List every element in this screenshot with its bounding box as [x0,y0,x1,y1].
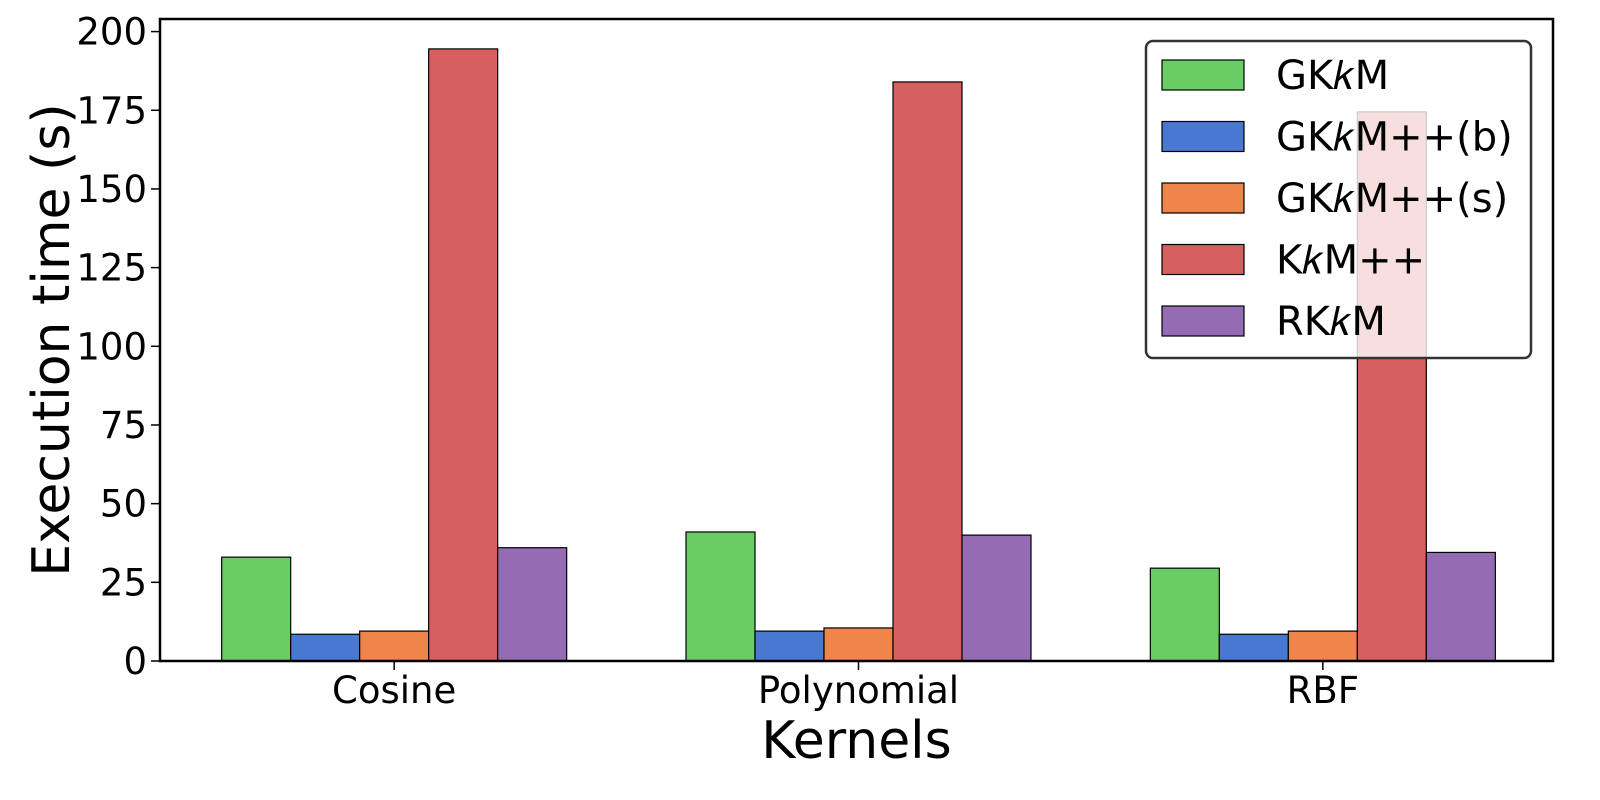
bar-cosine-series-4 [428,48,499,662]
y-tick-label: 75 [100,404,147,447]
y-tick-label: 125 [76,247,147,290]
bar-rbf-series-1 [1149,567,1220,662]
bar-cosine-series-2 [290,633,361,662]
bar-polynomial-series-3 [823,627,894,662]
bar-rbf-series-5 [1425,551,1496,662]
y-axis-title: Execution time (s) [22,103,82,576]
y-tick-label: 100 [76,325,147,368]
legend-label-3: GK𝑘M++(s) [1276,176,1508,222]
legend-label-5: RK𝑘M [1276,299,1386,345]
plot-area-frame [158,17,1555,663]
bar-cosine-series-3 [359,630,430,662]
legend-box [1144,39,1533,360]
y-tick-label: 0 [123,640,147,683]
legend: GK𝑘M GK𝑘M++(b) GK𝑘M++(s) K𝑘M++ RK𝑘M [1144,39,1533,360]
bar-rbf-series-2 [1218,633,1289,662]
bar-polynomial-series-5 [961,534,1032,662]
x-axis-ticks: Cosine Polynomial RBF [332,661,1359,712]
legend-swatch-5 [1161,305,1245,337]
y-tick-label: 25 [100,561,147,604]
legend-swatch-2 [1161,120,1245,153]
legend-label-1: GK𝑘M [1276,53,1389,99]
y-tick-label: 150 [76,168,147,211]
x-tick-label-cosine: Cosine [332,669,456,712]
x-tick-label-polynomial: Polynomial [758,669,959,712]
bar-cosine-series-1 [221,556,292,662]
bar-polynomial-series-2 [754,630,825,662]
legend-swatch-4 [1161,243,1245,276]
legend-label-2: GK𝑘M++(b) [1276,115,1513,161]
y-tick-label: 50 [100,483,147,526]
y-tick-label: 175 [76,89,147,132]
legend-swatch-3 [1161,182,1245,214]
legend-label-4: K𝑘M++ [1276,238,1425,284]
bar-polynomial-series-4 [892,81,963,662]
bar-rbf-series-3 [1287,630,1358,662]
x-tick-label-rbf: RBF [1287,669,1359,712]
y-tick-label: 200 [76,11,147,54]
x-axis-title: Kernels [761,711,951,771]
legend-swatch-1 [1161,59,1245,91]
y-axis-ticks: 0 25 50 75 100 125 150 175 200 [76,11,160,683]
bar-polynomial-series-1 [685,531,756,662]
bar-cosine-series-5 [497,547,568,662]
